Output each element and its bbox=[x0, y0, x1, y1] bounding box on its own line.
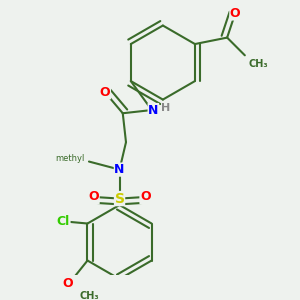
Text: N: N bbox=[148, 103, 158, 116]
Text: H: H bbox=[161, 103, 171, 113]
Text: O: O bbox=[140, 190, 151, 203]
Text: O: O bbox=[230, 7, 241, 20]
Text: O: O bbox=[100, 86, 110, 99]
Text: S: S bbox=[115, 192, 124, 206]
Text: CH₃: CH₃ bbox=[248, 58, 268, 68]
Text: Cl: Cl bbox=[57, 215, 70, 228]
Text: methyl: methyl bbox=[55, 154, 84, 163]
Text: CH₃: CH₃ bbox=[80, 291, 99, 300]
Text: N: N bbox=[114, 163, 125, 176]
Text: O: O bbox=[88, 190, 99, 203]
Text: O: O bbox=[63, 277, 74, 290]
